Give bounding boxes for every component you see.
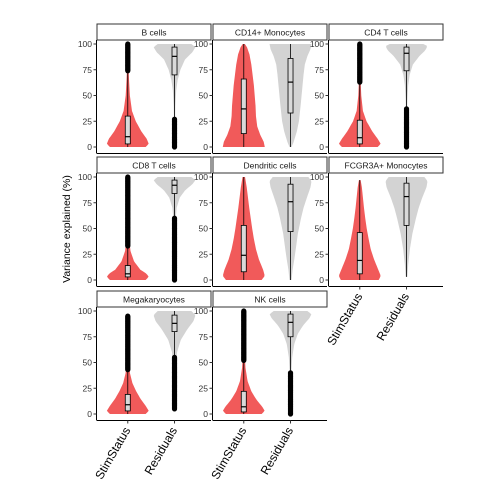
- box: [124, 115, 131, 145]
- y-tick-label: 25: [199, 383, 209, 393]
- facet-panel: Megakaryocytes 0 25 50 75 100 StimStatus Residu…: [78, 290, 212, 482]
- y-tick-label: 50: [83, 224, 93, 234]
- y-tick-label: 100: [78, 39, 92, 49]
- y-tick-label: 25: [83, 116, 93, 126]
- box: [356, 232, 363, 275]
- y-tick-label: 0: [203, 142, 208, 152]
- facet-panel: FCGR3A+ Monocytes 0 25 50 75 100 StimStatus Res…: [310, 156, 444, 348]
- y-tick-label: 0: [87, 142, 92, 152]
- y-tick-label: 50: [83, 358, 93, 368]
- x-tick-label: Residuals: [258, 425, 296, 478]
- outlier-point: [125, 174, 131, 180]
- y-tick-label: 0: [87, 275, 92, 285]
- box: [240, 78, 247, 135]
- outlier-point: [287, 370, 294, 376]
- box: [403, 46, 410, 72]
- y-tick-label: 50: [199, 91, 209, 101]
- y-tick-label: 100: [78, 172, 92, 182]
- y-tick-label: 50: [315, 224, 325, 234]
- y-axis-label: Variance explained (%): [61, 175, 73, 283]
- y-tick-label: 75: [83, 198, 93, 208]
- box: [171, 46, 178, 76]
- x-tick-label: StimStatus: [208, 425, 249, 482]
- outlier-point: [403, 106, 410, 112]
- box: [124, 265, 131, 278]
- y-tick-label: 50: [83, 91, 93, 101]
- facet-strip: [212, 156, 328, 174]
- y-tick-label: 25: [199, 116, 209, 126]
- outlier-point: [241, 308, 247, 314]
- y-tick-label: 100: [194, 39, 208, 49]
- x-tick-label: StimStatus: [92, 425, 133, 482]
- facet-title: Dendritic cells: [244, 161, 297, 171]
- y-tick-label: 50: [199, 358, 209, 368]
- outlier-point: [125, 41, 131, 47]
- y-tick-label: 75: [199, 198, 209, 208]
- facet-panel: CD14+ Monocytes 0 25 50 75 100: [194, 23, 328, 154]
- y-tick-label: 50: [315, 91, 325, 101]
- y-tick-label: 100: [194, 172, 208, 182]
- box: [403, 182, 410, 226]
- box: [287, 58, 294, 114]
- facet-strip: [328, 23, 444, 41]
- facet-title: CD4 T cells: [364, 28, 408, 38]
- y-tick-label: 75: [199, 65, 209, 75]
- outlier-point: [171, 215, 178, 221]
- y-tick-label: 25: [199, 249, 209, 259]
- y-tick-label: 50: [199, 224, 209, 234]
- facet-panel: B cells 0 25 50 75 100: [78, 23, 212, 154]
- facet-strip: [96, 156, 212, 174]
- facet-panel: CD8 T cells 0 25 50 75 100: [78, 156, 212, 287]
- y-tick-label: 75: [83, 332, 93, 342]
- y-tick-label: 25: [83, 383, 93, 393]
- facet-strip: [212, 23, 328, 41]
- facet-panel: Dendritic cells 0 25 50 75 100: [194, 156, 328, 287]
- facet-panel: CD4 T cells 0 25 50 75 100: [310, 23, 444, 154]
- box: [240, 390, 247, 413]
- box: [356, 119, 363, 145]
- outlier-point: [357, 41, 363, 47]
- facet-title: NK cells: [254, 295, 285, 305]
- y-tick-label: 0: [319, 142, 324, 152]
- y-tick-label: 100: [310, 39, 324, 49]
- y-tick-label: 0: [203, 275, 208, 285]
- x-tick-label: Residuals: [374, 291, 412, 344]
- box: [287, 183, 294, 232]
- x-tick-label: StimStatus: [324, 291, 365, 348]
- y-tick-label: 25: [315, 249, 325, 259]
- facet-strip: [96, 23, 212, 41]
- box: [171, 179, 178, 194]
- y-tick-label: 0: [87, 409, 92, 419]
- y-tick-label: 25: [83, 249, 93, 259]
- y-tick-label: 75: [199, 332, 209, 342]
- y-tick-label: 0: [203, 409, 208, 419]
- facet-title: B cells: [141, 28, 166, 38]
- facet-title: FCGR3A+ Monocytes: [345, 161, 428, 171]
- y-tick-label: 0: [319, 275, 324, 285]
- y-tick-label: 75: [315, 198, 325, 208]
- facet-title: CD8 T cells: [132, 161, 176, 171]
- facet-strip: [212, 290, 328, 308]
- y-tick-label: 100: [194, 306, 208, 316]
- x-tick-label: Residuals: [142, 425, 180, 478]
- outlier-point: [125, 313, 131, 319]
- y-tick-label: 100: [310, 172, 324, 182]
- y-tick-label: 100: [78, 306, 92, 316]
- outlier-point: [171, 354, 178, 360]
- y-tick-label: 25: [315, 116, 325, 126]
- facet-panel: NK cells 0 25 50 75 100 StimStatus Residuals: [194, 290, 328, 482]
- box: [124, 394, 131, 412]
- y-tick-label: 75: [83, 65, 93, 75]
- facet-strip: [328, 156, 444, 174]
- box: [287, 313, 294, 338]
- box: [240, 225, 247, 273]
- outlier-point: [171, 116, 178, 122]
- facet-strip: [96, 290, 212, 308]
- y-tick-label: 75: [315, 65, 325, 75]
- facet-title: CD14+ Monocytes: [235, 28, 305, 38]
- facet-title: Megakaryocytes: [123, 295, 185, 305]
